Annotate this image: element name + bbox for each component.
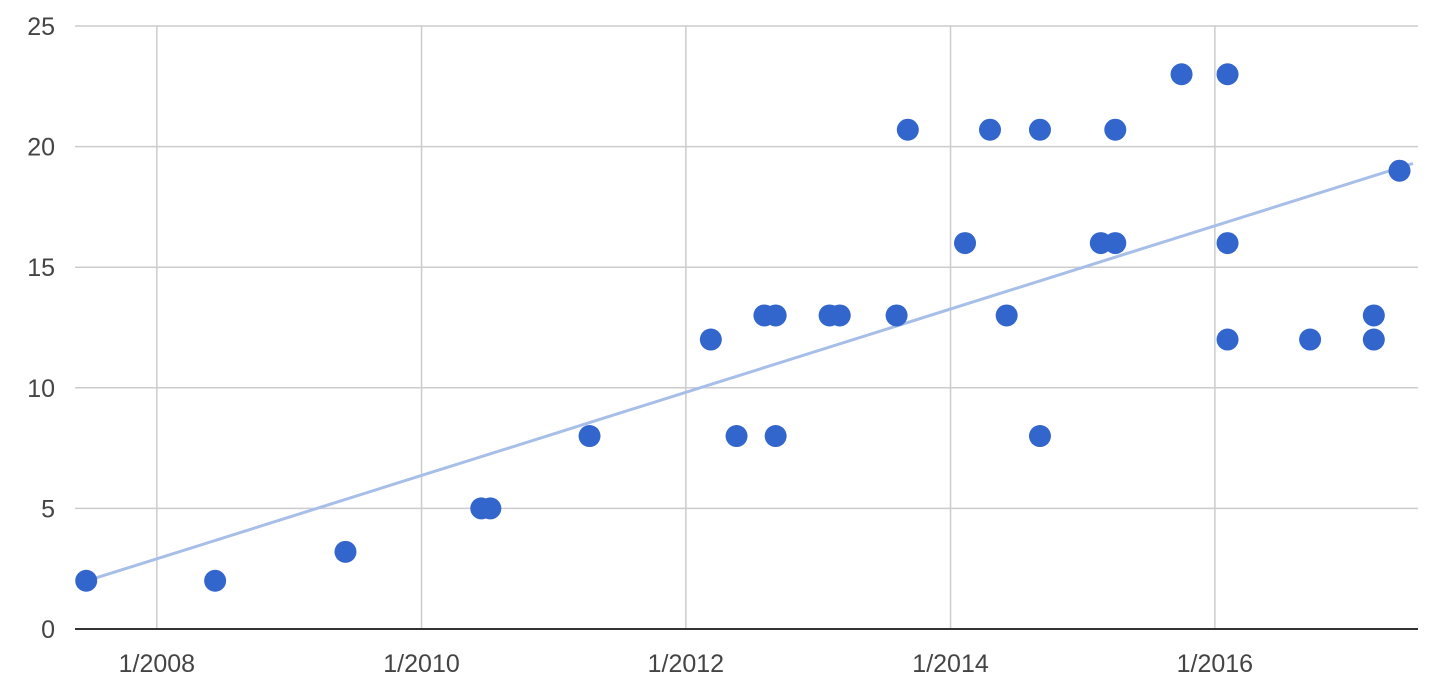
data-point (764, 425, 787, 448)
data-point (1299, 328, 1322, 351)
data-point (1104, 118, 1127, 141)
data-point (1216, 232, 1239, 255)
y-tick-label: 5 (41, 495, 55, 523)
y-tick-label: 10 (27, 375, 55, 403)
data-point (885, 304, 908, 327)
y-tick-label: 15 (27, 254, 55, 282)
data-point (334, 540, 357, 563)
data-point (1028, 118, 1051, 141)
x-tick-label: 1/2016 (1177, 650, 1253, 678)
data-point (1216, 63, 1239, 86)
data-point (1216, 328, 1239, 351)
data-point (979, 118, 1002, 141)
horizontal-gridlines (75, 25, 1418, 510)
x-tick-label: 1/2012 (648, 650, 724, 678)
x-axis-tick-labels: 1/2008 1/2010 1/2012 1/2014 1/2016 (119, 650, 1254, 678)
data-point (1104, 232, 1127, 255)
data-point (1362, 328, 1385, 351)
data-point (995, 304, 1018, 327)
data-point (1170, 63, 1193, 86)
data-point (578, 425, 601, 448)
data-point (1362, 304, 1385, 327)
data-point (75, 569, 98, 592)
x-tick-label: 1/2014 (912, 650, 989, 678)
x-tick-label: 1/2008 (119, 650, 195, 678)
data-points (75, 63, 1411, 592)
data-point (1388, 159, 1411, 182)
data-point (479, 497, 502, 520)
x-tick-label: 1/2010 (383, 650, 459, 678)
data-point (954, 232, 977, 255)
data-point (699, 328, 722, 351)
data-point (828, 304, 851, 327)
data-point (764, 304, 787, 327)
y-tick-label: 20 (27, 134, 55, 162)
vertical-gridlines (156, 26, 1216, 629)
y-axis-tick-labels: 0 5 10 15 20 25 (27, 13, 55, 644)
data-point (896, 118, 919, 141)
y-tick-label: 0 (41, 616, 55, 644)
y-tick-label: 25 (27, 13, 55, 41)
data-point (204, 569, 227, 592)
data-point (1028, 425, 1051, 448)
trendline (78, 162, 1414, 585)
data-point (725, 425, 748, 448)
